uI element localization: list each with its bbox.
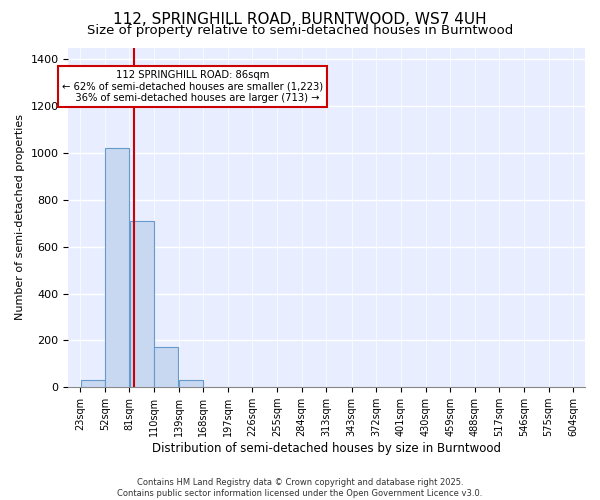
- Bar: [105, 148, 129, 387]
- Bar: [80, 380, 104, 387]
- Bar: [179, 380, 203, 387]
- Bar: [130, 221, 154, 387]
- Text: Size of property relative to semi-detached houses in Burntwood: Size of property relative to semi-detach…: [87, 24, 513, 37]
- Text: Contains HM Land Registry data © Crown copyright and database right 2025.
Contai: Contains HM Land Registry data © Crown c…: [118, 478, 482, 498]
- Text: 112 SPRINGHILL ROAD: 86sqm
← 62% of semi-detached houses are smaller (1,223)
   : 112 SPRINGHILL ROAD: 86sqm ← 62% of semi…: [62, 70, 323, 103]
- Bar: [154, 348, 178, 387]
- Text: 112, SPRINGHILL ROAD, BURNTWOOD, WS7 4UH: 112, SPRINGHILL ROAD, BURNTWOOD, WS7 4UH: [113, 12, 487, 28]
- X-axis label: Distribution of semi-detached houses by size in Burntwood: Distribution of semi-detached houses by …: [152, 442, 501, 455]
- Y-axis label: Number of semi-detached properties: Number of semi-detached properties: [15, 114, 25, 320]
